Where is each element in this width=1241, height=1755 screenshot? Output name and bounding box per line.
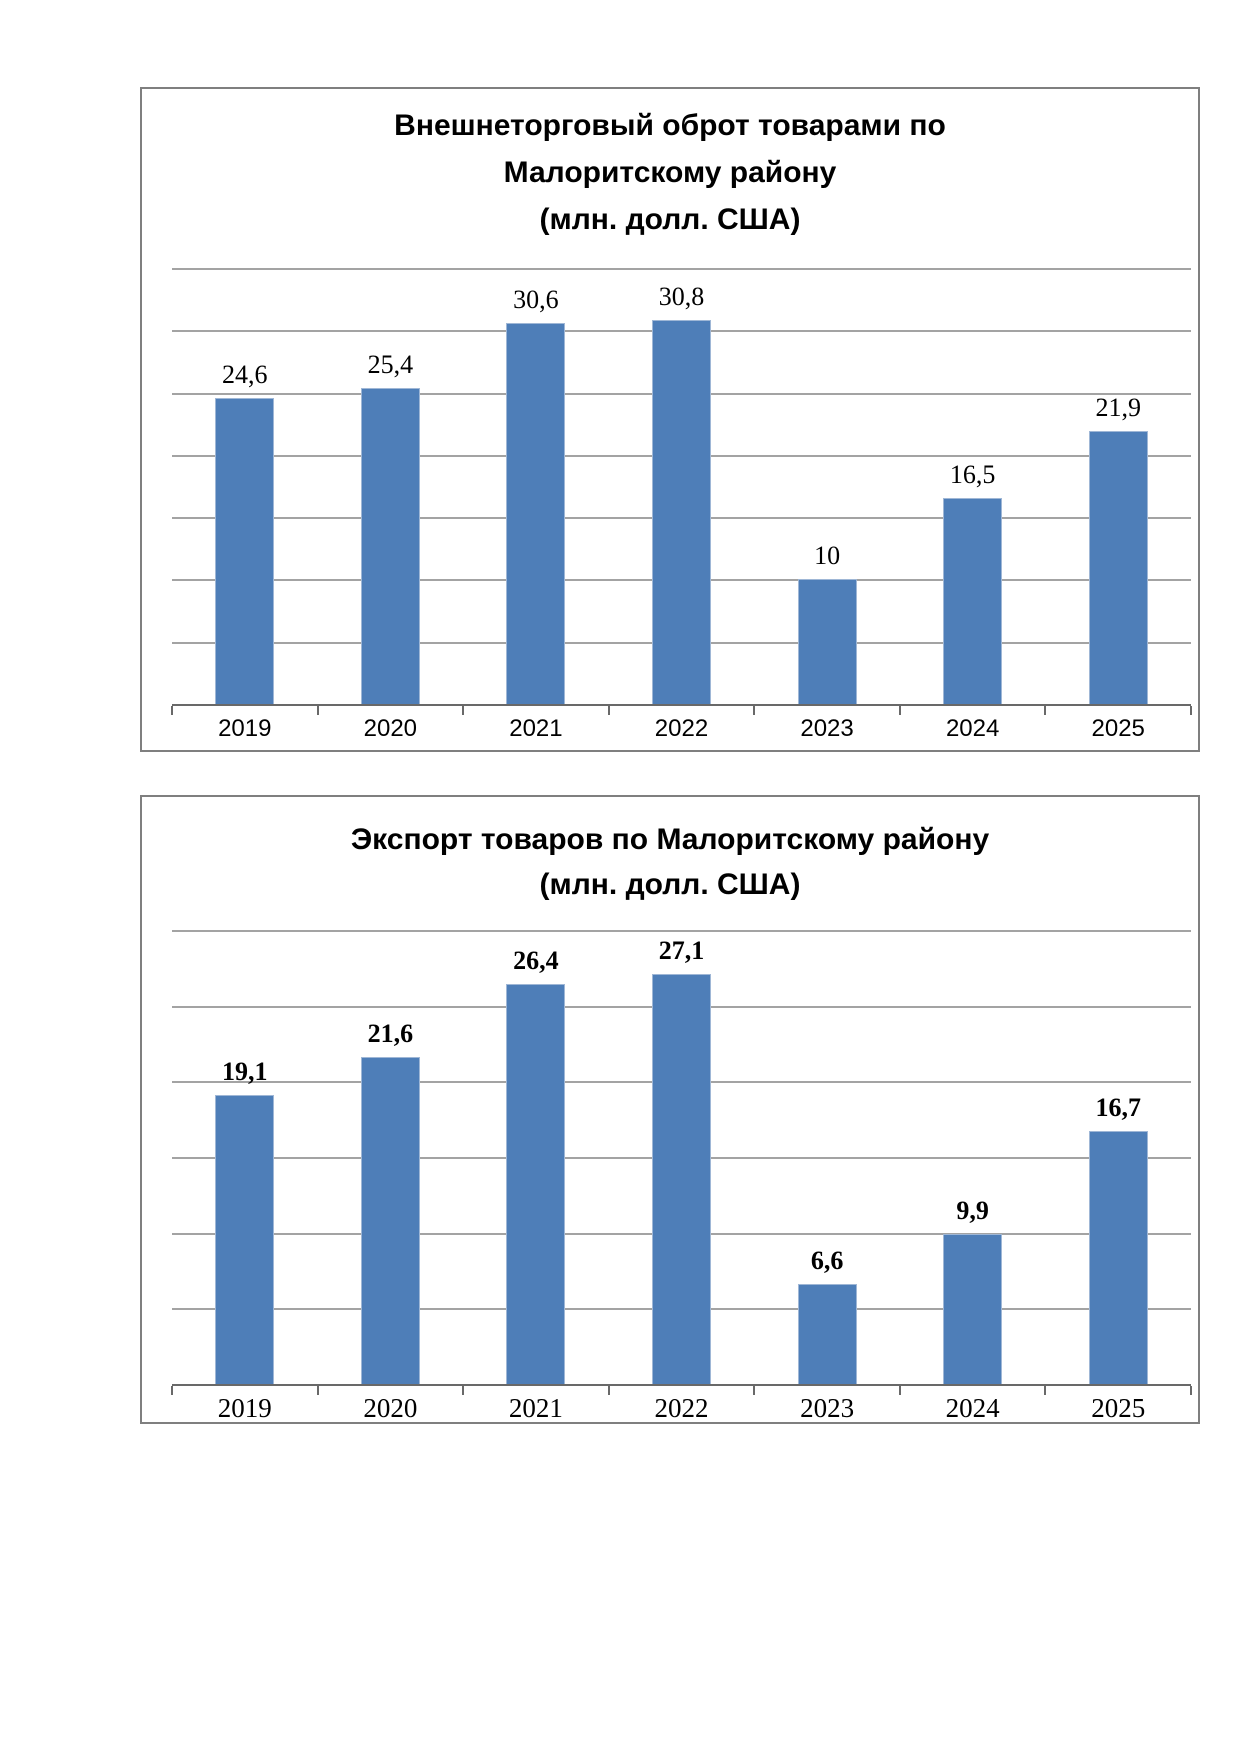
- x-axis-tick: [898, 706, 901, 715]
- x-axis-tick: [1044, 706, 1047, 715]
- plot-area: 19,1 21,6 26,4 27,1 6,6 9,9 16,7 2019 2020 2021 20…: [142, 797, 1198, 1423]
- bar: [360, 1057, 420, 1384]
- x-axis-label: 2019: [218, 715, 272, 742]
- x-axis-tick: [1190, 706, 1192, 715]
- x-axis-tick: [753, 1386, 756, 1395]
- x-axis-label: 2025: [1091, 715, 1145, 742]
- bar-value-label: 25,4: [367, 349, 414, 379]
- x-axis-label: 2024: [945, 715, 1000, 742]
- x-axis-line: [172, 704, 1191, 706]
- foreign-trade-turnover-chart: Внешнеторговый оброт товарами по Малорит…: [140, 87, 1200, 752]
- x-axis-label: 2019: [217, 1393, 272, 1423]
- bar-value-label: 10: [814, 541, 841, 571]
- bar-value-label: 21,9: [1095, 393, 1141, 423]
- bar-value-label: 24,6: [222, 359, 268, 389]
- chart-title-line: Внешнеторговый оброт товарами по: [394, 109, 946, 142]
- x-axis-tick: [1044, 1386, 1047, 1395]
- gridline: [172, 930, 1191, 932]
- bar: [506, 322, 566, 704]
- chart-title-line: (млн. долл. США): [539, 868, 801, 901]
- bar-value-label: 6,6: [810, 1246, 844, 1276]
- bar-value-label: 9,9: [956, 1196, 989, 1226]
- x-axis-label: 2020: [363, 1393, 418, 1423]
- bar-value-label: 16,5: [949, 460, 996, 490]
- bar-value-label: 27,1: [658, 935, 705, 965]
- x-axis-tick: [898, 1386, 901, 1395]
- bar-value-label: 30,6: [513, 284, 559, 314]
- x-axis-tick: [753, 706, 756, 715]
- bar: [360, 387, 420, 704]
- bar: [797, 579, 857, 704]
- bar-value-label: 26,4: [513, 946, 559, 976]
- x-axis-label: 2023: [800, 715, 854, 742]
- bar: [797, 1284, 857, 1384]
- chart-title-line: (млн. долл. США): [539, 203, 801, 236]
- x-axis-label: 2025: [1091, 1393, 1146, 1423]
- bar: [215, 1094, 275, 1384]
- bar: [215, 397, 275, 704]
- bar-value-label: 30,8: [658, 282, 705, 312]
- export-chart: Экспорт товаров по Малоритскому району (…: [140, 795, 1200, 1424]
- x-axis-tick: [462, 706, 465, 715]
- x-axis-label: 2022: [654, 715, 709, 742]
- chart-title-line: Экспорт товаров по Малоритскому району: [350, 823, 990, 856]
- x-axis-label: 2024: [945, 1393, 1000, 1423]
- x-axis-tick: [607, 706, 610, 715]
- bar-value-label: 16,7: [1095, 1093, 1141, 1123]
- bar: [1088, 431, 1148, 704]
- x-axis-tick: [316, 1386, 319, 1395]
- bar: [506, 984, 566, 1384]
- x-axis-label: 2020: [363, 715, 418, 742]
- bar: [943, 498, 1003, 704]
- bar: [1088, 1131, 1148, 1384]
- x-axis-tick: [1190, 1386, 1192, 1395]
- bar-value-label: 21,6: [367, 1019, 414, 1049]
- x-axis-line: [172, 1384, 1191, 1386]
- x-axis-label: 2022: [654, 1393, 709, 1423]
- x-axis-tick: [171, 706, 173, 715]
- plot-area: 24,6 25,4 30,6 30,8 10 16,5 21,9 2019 2020 2021 20…: [142, 89, 1198, 750]
- x-axis-label: 2023: [800, 1393, 855, 1423]
- chart-title-line: Малоритскому району: [503, 156, 837, 189]
- x-axis-label: 2021: [509, 715, 563, 742]
- chart-title: Внешнеторговый оброт товарами по Малорит…: [142, 102, 1198, 243]
- bar-value-label: 19,1: [222, 1056, 268, 1086]
- bar: [652, 320, 711, 704]
- x-axis-tick: [462, 1386, 465, 1395]
- x-axis-label: 2021: [508, 1393, 563, 1423]
- gridline: [172, 268, 1191, 270]
- x-axis-tick: [607, 1386, 610, 1395]
- x-axis-tick: [171, 1386, 173, 1395]
- bar: [652, 973, 711, 1384]
- bar: [943, 1234, 1003, 1384]
- x-axis-tick: [316, 706, 319, 715]
- chart-title: Экспорт товаров по Малоритскому району (…: [142, 817, 1198, 907]
